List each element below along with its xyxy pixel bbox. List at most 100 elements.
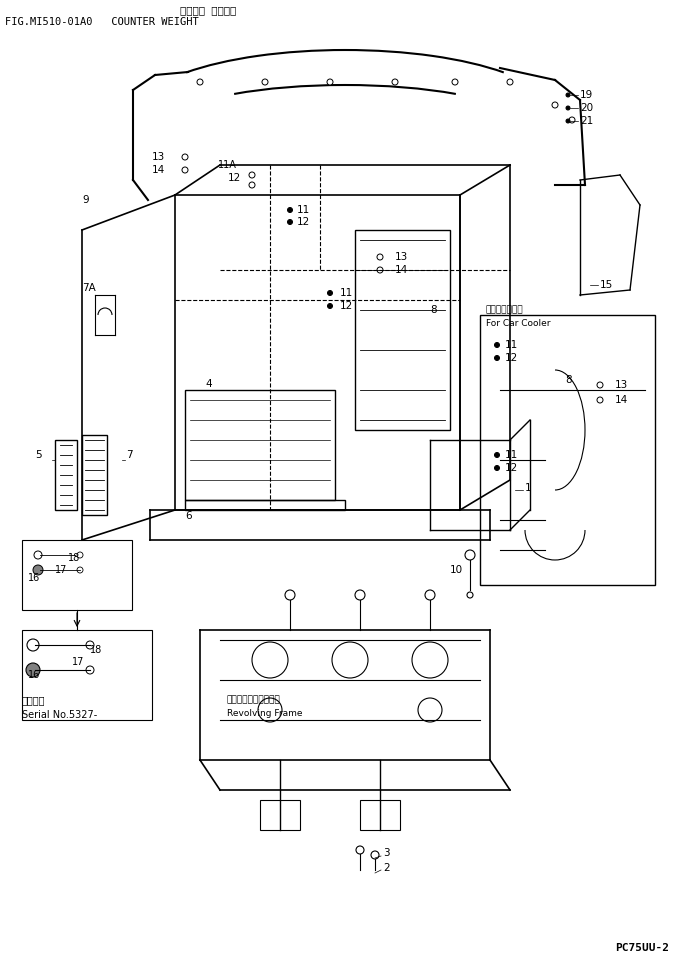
Text: 16: 16 xyxy=(28,670,40,680)
Text: 17: 17 xyxy=(72,657,84,667)
Text: 12: 12 xyxy=(228,173,241,183)
Circle shape xyxy=(355,590,365,600)
Text: FIG.MI510-01A0   COUNTER WEIGHT: FIG.MI510-01A0 COUNTER WEIGHT xyxy=(5,17,199,27)
Bar xyxy=(355,230,450,430)
Text: カークーラー用: カークーラー用 xyxy=(486,305,524,315)
Text: 11A: 11A xyxy=(218,160,237,170)
Circle shape xyxy=(249,172,255,178)
Circle shape xyxy=(597,397,603,403)
Circle shape xyxy=(34,551,42,559)
Text: 12: 12 xyxy=(297,217,310,227)
Circle shape xyxy=(332,642,368,678)
Circle shape xyxy=(86,666,94,674)
Circle shape xyxy=(182,167,188,173)
Bar xyxy=(360,800,400,830)
Text: 1: 1 xyxy=(525,483,531,493)
Text: 21: 21 xyxy=(580,116,594,126)
Circle shape xyxy=(287,207,292,213)
Circle shape xyxy=(33,565,43,575)
Bar xyxy=(55,440,77,510)
Text: 2: 2 xyxy=(383,863,390,873)
Circle shape xyxy=(566,119,570,123)
Text: 12: 12 xyxy=(505,353,518,363)
Circle shape xyxy=(258,698,282,722)
Text: 3: 3 xyxy=(383,848,390,858)
Bar xyxy=(22,630,152,720)
Text: 4: 4 xyxy=(205,379,211,389)
Text: 5: 5 xyxy=(35,450,41,460)
Circle shape xyxy=(327,79,333,85)
Circle shape xyxy=(566,106,570,110)
Text: 19: 19 xyxy=(580,90,594,100)
Circle shape xyxy=(425,590,435,600)
Circle shape xyxy=(377,267,383,273)
Text: 20: 20 xyxy=(580,103,593,113)
Circle shape xyxy=(26,663,40,677)
Circle shape xyxy=(597,382,603,388)
Bar xyxy=(185,500,345,510)
Circle shape xyxy=(377,254,383,260)
Bar xyxy=(185,390,335,500)
Circle shape xyxy=(249,182,255,188)
Text: 11: 11 xyxy=(297,205,310,215)
Text: 8: 8 xyxy=(565,375,571,385)
Text: 15: 15 xyxy=(600,280,613,290)
Circle shape xyxy=(86,641,94,649)
Text: 10: 10 xyxy=(450,565,463,575)
Bar xyxy=(22,540,132,610)
Bar xyxy=(260,800,300,830)
Circle shape xyxy=(569,117,575,123)
Text: PC75UU-2: PC75UU-2 xyxy=(615,943,669,953)
Text: 14: 14 xyxy=(152,165,165,175)
Circle shape xyxy=(285,590,295,600)
Circle shape xyxy=(252,642,288,678)
Text: レボルビングフレーム: レボルビングフレーム xyxy=(227,695,281,705)
Text: 14: 14 xyxy=(395,265,408,275)
Text: 8: 8 xyxy=(430,305,437,315)
Circle shape xyxy=(465,550,475,560)
Text: 12: 12 xyxy=(340,301,353,311)
Text: 7: 7 xyxy=(126,450,133,460)
Circle shape xyxy=(507,79,513,85)
Text: 11: 11 xyxy=(505,340,518,350)
Bar xyxy=(480,315,655,585)
Circle shape xyxy=(182,154,188,160)
Text: 適用引機: 適用引機 xyxy=(22,695,46,705)
Text: 7A: 7A xyxy=(82,283,96,293)
Text: 12: 12 xyxy=(505,463,518,473)
Text: 13: 13 xyxy=(152,152,165,162)
Bar xyxy=(82,435,107,515)
Circle shape xyxy=(418,698,442,722)
Text: Serial No.5327-: Serial No.5327- xyxy=(22,710,97,720)
Text: 13: 13 xyxy=(395,252,408,262)
Circle shape xyxy=(328,291,332,296)
Text: 11: 11 xyxy=(340,288,353,298)
Circle shape xyxy=(77,552,83,558)
Text: Revolving Frame: Revolving Frame xyxy=(227,709,303,717)
Circle shape xyxy=(27,639,39,651)
Circle shape xyxy=(495,343,500,348)
Circle shape xyxy=(392,79,398,85)
Text: 17: 17 xyxy=(55,565,68,575)
Text: 9: 9 xyxy=(82,195,88,205)
Circle shape xyxy=(566,93,570,97)
Circle shape xyxy=(197,79,203,85)
Circle shape xyxy=(495,465,500,471)
Circle shape xyxy=(356,846,364,854)
Text: 16: 16 xyxy=(28,573,40,583)
Text: カウンタ ウエイト: カウンタ ウエイト xyxy=(180,5,236,15)
Text: 14: 14 xyxy=(615,395,628,405)
Circle shape xyxy=(287,220,292,224)
Circle shape xyxy=(467,592,473,598)
Circle shape xyxy=(371,851,379,859)
Circle shape xyxy=(495,355,500,360)
Text: 18: 18 xyxy=(68,553,80,563)
Circle shape xyxy=(262,79,268,85)
Text: 11: 11 xyxy=(505,450,518,460)
Circle shape xyxy=(495,453,500,457)
Text: For Car Cooler: For Car Cooler xyxy=(486,319,551,327)
Circle shape xyxy=(77,567,83,573)
Text: 18: 18 xyxy=(90,645,102,655)
Circle shape xyxy=(328,303,332,308)
Circle shape xyxy=(412,642,448,678)
